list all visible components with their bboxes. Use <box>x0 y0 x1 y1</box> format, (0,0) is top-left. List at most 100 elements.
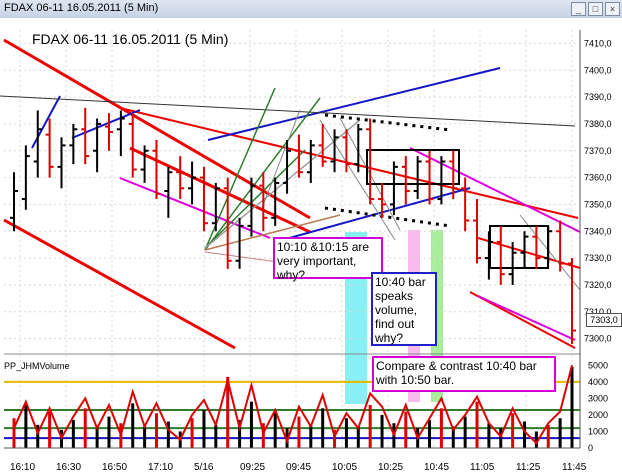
price-tick-label: 7380,0 <box>584 119 612 129</box>
price-tick-label: 7370,0 <box>584 146 612 156</box>
time-tick-label: 5/16 <box>194 462 214 473</box>
trend-line <box>31 95 61 149</box>
dotted-support-line <box>324 206 451 228</box>
price-bar <box>568 258 576 344</box>
time-tick-label: 11:45 <box>562 462 587 473</box>
price-bar <box>57 137 66 189</box>
price-bar <box>199 166 208 232</box>
price-chart[interactable]: 7410,0 7400,0 7390,0 7380,0 7370,0 7360,0 7350… <box>0 18 622 476</box>
dotted-resistance-line <box>324 113 451 132</box>
price-bar <box>10 172 18 232</box>
time-tick-label: 16:30 <box>56 462 81 473</box>
volume-tick-label: 4000 <box>588 377 608 387</box>
trend-line <box>261 109 301 209</box>
price-bars[interactable] <box>10 107 576 344</box>
price-tick-label: 7340,0 <box>584 226 612 236</box>
trend-line <box>409 147 581 233</box>
time-tick-label: 11:05 <box>470 462 495 473</box>
price-bar <box>401 156 410 205</box>
trend-line <box>319 119 396 241</box>
range-box <box>366 149 460 185</box>
price-bar <box>247 177 256 237</box>
price-bar <box>152 140 161 200</box>
volume-tick-label: 3000 <box>588 393 608 403</box>
price-bar <box>306 140 315 183</box>
price-bar <box>354 123 363 173</box>
price-bar <box>484 231 493 280</box>
price-bar <box>116 110 125 157</box>
price-bar <box>413 156 422 200</box>
price-bar <box>556 220 565 272</box>
time-tick-label: 16:10 <box>10 462 35 473</box>
price-bar <box>235 217 244 269</box>
price-bar <box>318 123 327 167</box>
price-bar <box>342 129 351 173</box>
price-bar <box>473 199 482 264</box>
time-tick-label: 09:25 <box>240 462 265 473</box>
price-bar <box>259 172 268 232</box>
price-bar <box>437 156 446 205</box>
price-bar <box>389 161 398 216</box>
price-bar <box>378 182 387 218</box>
price-bar <box>33 110 42 178</box>
price-tick-label: 7410,0 <box>584 38 612 48</box>
trend-line <box>204 149 306 249</box>
price-bar <box>104 113 113 151</box>
volume-tick-label: 0 <box>588 443 593 453</box>
trend-line <box>477 295 576 341</box>
price-bar <box>223 177 232 269</box>
price-bar <box>461 177 470 232</box>
volume-tick-label: 5000 <box>588 360 608 370</box>
price-bar <box>164 166 173 218</box>
price-bar <box>271 177 280 226</box>
maximize-button[interactable]: □ <box>588 2 603 16</box>
volume-tick-label: 2000 <box>588 410 608 420</box>
annotation-note-1: 10:10 &10:15 are very important, why? <box>273 237 383 282</box>
price-bar <box>294 134 303 178</box>
price-bar <box>211 182 220 232</box>
price-bar <box>366 118 375 205</box>
trend-line <box>119 177 271 239</box>
close-button[interactable]: × <box>605 2 620 16</box>
trend-line <box>3 38 311 220</box>
price-tick-label: 7320,0 <box>584 280 612 290</box>
time-tick-label: 09:45 <box>286 462 311 473</box>
price-bar <box>330 129 339 173</box>
price-bar <box>140 145 149 183</box>
price-bar <box>449 150 458 200</box>
price-tick-label: 7300,0 <box>584 334 612 344</box>
window-controls: _ □ × <box>571 2 620 16</box>
price-bar <box>508 241 517 285</box>
price-bar <box>532 225 541 269</box>
title-bar: FDAX 06-11 16.05.2011 (5 Min) _ □ × <box>0 0 622 19</box>
trend-line <box>71 109 141 139</box>
price-tick-label: 7400,0 <box>584 65 612 75</box>
trend-line <box>119 107 579 219</box>
price-tick-label: 7330,0 <box>584 253 612 263</box>
trend-lines <box>0 38 581 350</box>
annotation-note-3: Compare & contrast 10:40 bar with 10:50 … <box>372 356 556 392</box>
window-title: FDAX 06-11 16.05.2011 (5 Min) <box>4 2 159 14</box>
price-bar <box>21 145 30 210</box>
price-bar <box>283 140 292 194</box>
time-tick-label: 10:45 <box>424 462 449 473</box>
time-tick-label: 10:25 <box>378 462 403 473</box>
time-tick-label: 17:10 <box>148 462 173 473</box>
volume-tick-label: 1000 <box>588 426 608 436</box>
price-bar <box>425 150 434 205</box>
price-tick-label: 7390,0 <box>584 92 612 102</box>
price-tick-label: 7350,0 <box>584 199 612 209</box>
trend-line <box>3 218 236 350</box>
time-tick-label: 11:25 <box>516 462 541 473</box>
minimize-button[interactable]: _ <box>571 2 586 16</box>
trend-line <box>0 95 576 127</box>
volume-panel <box>4 353 580 448</box>
chart-title: FDAX 06-11 16.05.2011 (5 Min) <box>32 31 229 47</box>
price-bar <box>496 225 505 285</box>
price-bar <box>128 113 137 178</box>
price-bar <box>93 118 102 173</box>
price-bar <box>188 161 197 205</box>
volume-line <box>13 365 573 445</box>
price-bar <box>69 123 78 165</box>
